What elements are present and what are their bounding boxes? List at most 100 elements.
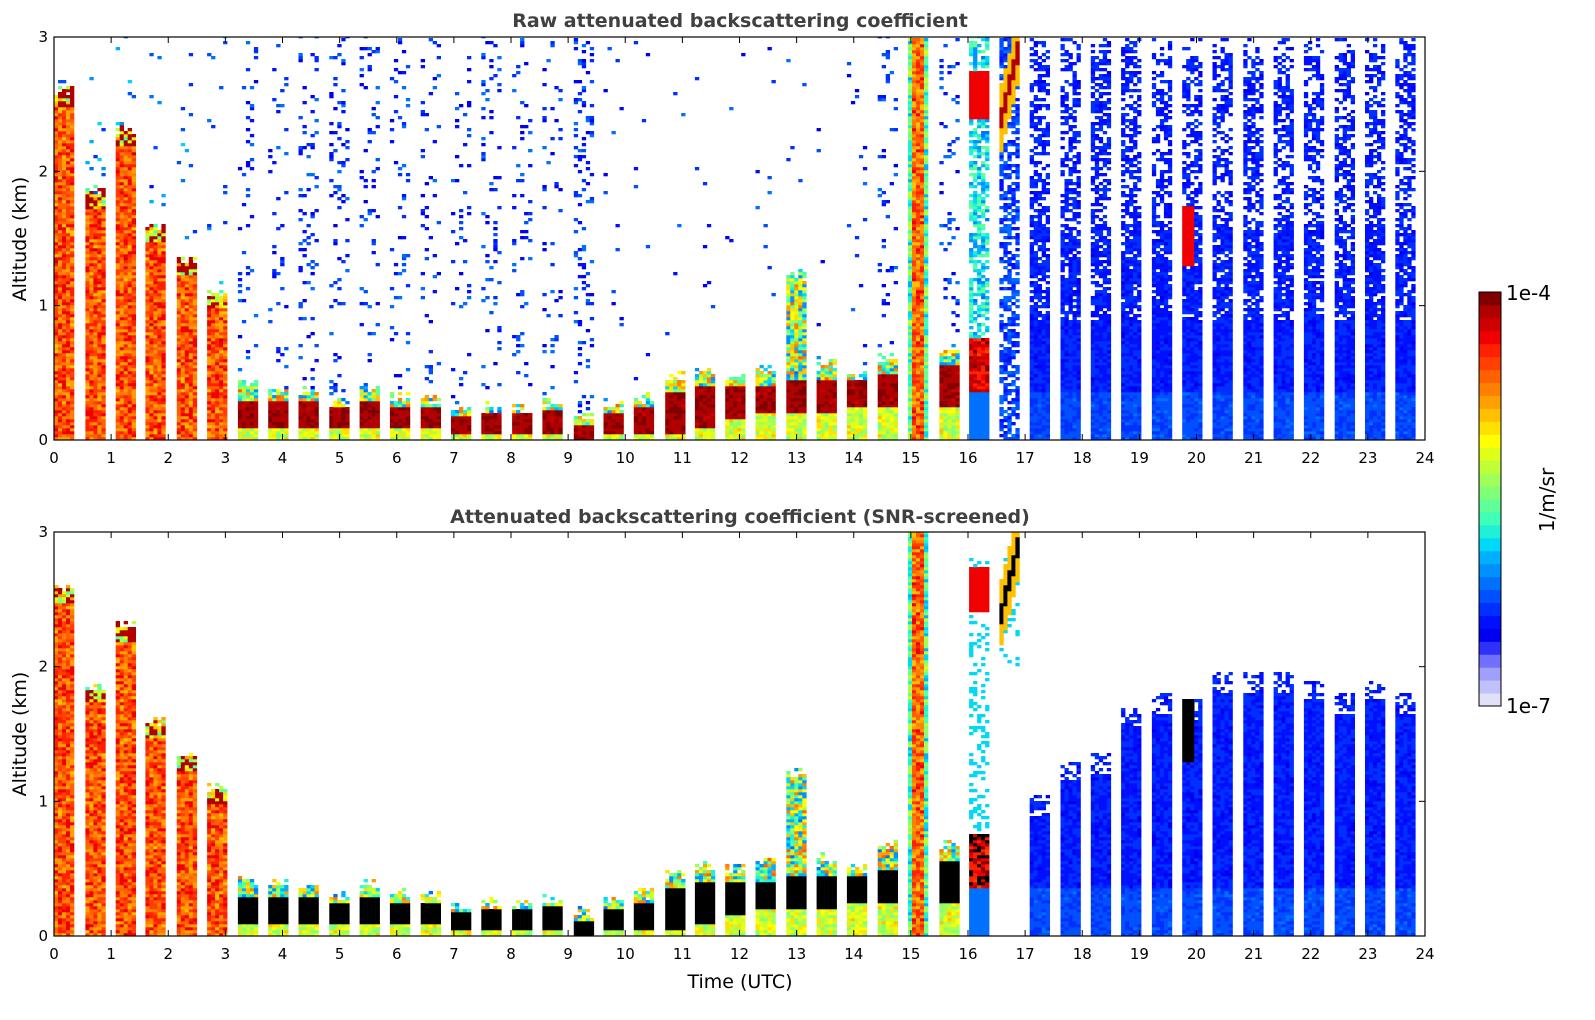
heat-cell xyxy=(123,194,128,198)
heat-cell xyxy=(115,179,120,183)
heat-cell xyxy=(149,431,154,435)
heat-cell xyxy=(272,413,277,417)
heat-cell xyxy=(794,359,799,363)
heat-cell xyxy=(816,431,821,435)
heat-cell xyxy=(245,413,251,417)
heat-cell xyxy=(341,425,346,429)
heat-cell xyxy=(794,404,799,408)
heat-cell xyxy=(816,428,821,432)
heat-cell xyxy=(149,233,154,237)
heat-cell xyxy=(62,404,67,408)
heat-cell xyxy=(97,323,102,327)
heat-cell xyxy=(397,425,403,429)
heat-cell xyxy=(149,401,154,405)
heat-cell xyxy=(763,245,768,249)
heat-cell xyxy=(558,437,563,440)
heat-cell xyxy=(54,425,59,429)
heat-cell xyxy=(58,344,63,348)
heat-cell xyxy=(127,236,132,240)
heat-cell xyxy=(585,182,591,186)
heat-cell xyxy=(268,437,273,440)
heat-cell xyxy=(558,416,563,420)
heat-cell xyxy=(93,305,98,309)
heat-cell xyxy=(306,431,311,435)
heat-cell xyxy=(763,434,768,438)
heat-cell xyxy=(180,389,186,393)
heat-cell xyxy=(184,323,190,327)
heat-cell xyxy=(249,386,255,390)
heat-cell xyxy=(375,398,380,402)
heat-cell xyxy=(211,353,216,357)
heat-cell xyxy=(223,317,228,321)
heat-cell xyxy=(54,110,59,114)
heat-cell xyxy=(184,407,190,411)
heat-cell xyxy=(516,425,521,429)
heat-cell xyxy=(314,407,319,411)
heat-cell xyxy=(798,377,803,381)
heat-cell xyxy=(123,431,128,435)
heat-cell xyxy=(367,47,372,51)
heat-cell xyxy=(524,125,529,129)
heat-cell xyxy=(276,404,281,408)
heat-cell xyxy=(649,434,655,438)
heat-cell xyxy=(669,383,674,387)
heat-cell xyxy=(306,263,311,267)
heat-cell xyxy=(157,269,162,273)
heat-cell xyxy=(314,401,319,405)
heat-cell xyxy=(66,197,71,201)
heat-cell xyxy=(161,422,166,426)
heat-cell xyxy=(62,344,67,348)
heat-cell xyxy=(802,326,807,330)
heat-cell xyxy=(180,272,186,276)
heat-cell xyxy=(397,392,403,396)
heat-cell xyxy=(302,422,307,426)
heat-cell xyxy=(645,395,651,399)
heat-cell xyxy=(280,224,285,228)
heat-cell xyxy=(215,335,220,339)
heat-cell xyxy=(207,410,212,414)
heat-cell xyxy=(359,170,364,174)
heat-cell xyxy=(157,56,162,60)
heat-cell xyxy=(767,47,772,51)
heat-cell xyxy=(93,395,98,399)
heat-cell xyxy=(89,215,94,219)
heat-cell xyxy=(115,155,120,159)
heat-cell xyxy=(641,413,647,417)
heat-cell xyxy=(58,290,63,294)
heat-cell xyxy=(375,50,380,54)
heat-cell xyxy=(184,368,190,372)
heat-cell xyxy=(706,377,712,381)
heat-cell xyxy=(702,389,708,393)
heat-cell xyxy=(207,413,212,417)
heat-cell xyxy=(145,245,150,249)
heat-cell xyxy=(66,398,71,402)
heat-cell xyxy=(371,437,376,440)
heat-cell xyxy=(149,185,154,189)
heat-cell xyxy=(702,434,708,438)
heat-cell xyxy=(131,152,136,156)
heat-cell xyxy=(119,401,124,405)
heat-cell xyxy=(207,368,212,372)
heat-cell xyxy=(573,419,579,423)
heat-cell xyxy=(520,194,525,198)
heat-cell xyxy=(428,380,433,384)
heat-cell xyxy=(542,431,547,435)
heat-cell xyxy=(333,419,338,423)
heat-cell xyxy=(127,332,132,336)
heat-cell xyxy=(573,287,579,291)
heat-cell xyxy=(207,296,212,300)
heat-cell xyxy=(298,116,303,120)
heat-cell xyxy=(93,212,98,216)
heat-cell xyxy=(215,341,220,345)
heat-cell xyxy=(459,236,464,240)
heat-cell xyxy=(101,254,106,258)
heat-cell xyxy=(573,371,579,375)
heat-cell xyxy=(115,239,120,243)
heat-cell xyxy=(467,428,472,432)
heat-cell xyxy=(694,368,700,372)
heat-cell xyxy=(802,422,807,426)
heat-cell xyxy=(816,380,821,384)
heat-cell xyxy=(58,269,63,273)
heat-cell xyxy=(188,263,194,267)
heat-cell xyxy=(798,332,803,336)
